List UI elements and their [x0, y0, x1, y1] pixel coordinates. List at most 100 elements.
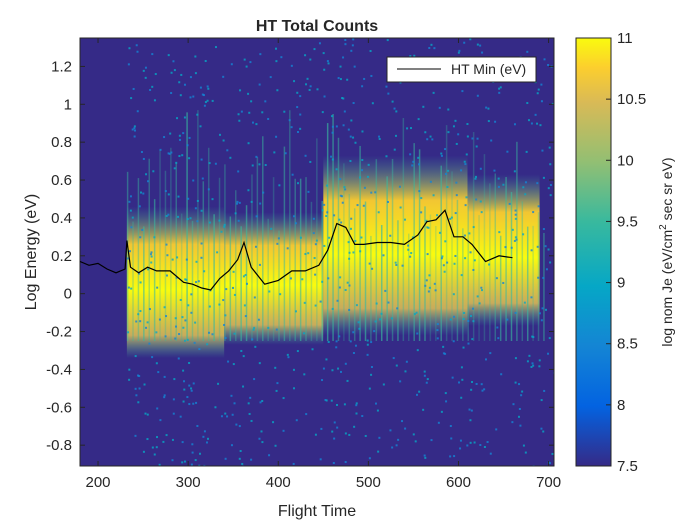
speckle — [348, 257, 351, 260]
speckle — [192, 95, 195, 98]
speckle — [451, 376, 454, 379]
speckle — [261, 111, 264, 114]
speckle — [230, 444, 233, 447]
speckle — [181, 461, 184, 464]
speckle — [418, 390, 421, 393]
speckle — [463, 311, 466, 314]
speckle — [452, 125, 455, 128]
colorbar-tick-label: 10 — [617, 152, 634, 169]
x-axis: 200 300 400 500 600 700 — [86, 38, 561, 491]
streak — [137, 178, 140, 342]
speckle — [328, 236, 331, 239]
speckle — [452, 293, 455, 296]
speckle — [323, 68, 326, 71]
speckle — [251, 164, 254, 167]
speckle — [336, 426, 339, 429]
speckle — [211, 333, 214, 336]
speckle — [538, 365, 541, 368]
speckle — [457, 51, 460, 54]
streak — [132, 221, 134, 342]
speckle — [542, 276, 545, 279]
speckle — [218, 303, 221, 306]
streak — [510, 192, 513, 342]
speckle — [361, 415, 364, 418]
speckle — [201, 177, 204, 180]
speckle — [171, 258, 174, 261]
speckle — [234, 212, 237, 215]
speckle — [478, 302, 481, 305]
speckle — [530, 296, 533, 299]
speckle — [338, 286, 341, 289]
speckle — [524, 181, 527, 184]
speckle — [254, 345, 257, 348]
speckle — [307, 190, 310, 193]
speckle — [479, 167, 482, 170]
colorbar-label-part-2: sec sr eV) — [659, 157, 675, 224]
speckle — [536, 182, 539, 185]
speckle — [327, 62, 330, 65]
speckle — [460, 274, 463, 277]
speckle — [140, 191, 143, 194]
speckle — [222, 299, 225, 302]
speckle — [417, 156, 420, 159]
speckle — [426, 138, 429, 141]
speckle — [320, 427, 323, 430]
speckle — [416, 332, 419, 335]
speckle — [314, 273, 317, 276]
speckle — [154, 73, 157, 76]
speckle — [238, 201, 241, 204]
speckle — [144, 412, 147, 415]
speckle — [497, 337, 500, 340]
speckle — [378, 436, 381, 439]
speckle — [374, 191, 377, 194]
speckle — [163, 375, 166, 378]
speckle — [189, 76, 192, 79]
speckle — [343, 403, 346, 406]
speckle — [308, 88, 311, 91]
speckle — [344, 432, 347, 435]
speckle — [296, 350, 299, 353]
speckle — [524, 451, 527, 454]
speckle — [534, 113, 537, 116]
speckle — [314, 304, 317, 307]
streak — [478, 215, 480, 342]
speckle — [410, 127, 413, 130]
speckle — [304, 54, 307, 57]
speckle — [496, 326, 499, 329]
speckle — [429, 180, 432, 183]
speckle — [464, 204, 467, 207]
speckle — [155, 362, 158, 365]
speckle — [472, 226, 475, 229]
speckle — [195, 281, 198, 284]
speckle — [465, 196, 468, 199]
speckle — [182, 132, 185, 135]
speckle — [179, 298, 182, 301]
speckle — [434, 289, 437, 292]
streak — [224, 164, 226, 342]
speckle — [173, 69, 176, 72]
speckle — [368, 457, 371, 460]
speckle — [374, 320, 377, 323]
speckle — [476, 43, 479, 46]
speckle — [291, 173, 294, 176]
y-tick-label: -0.6 — [46, 399, 72, 416]
speckle — [299, 127, 302, 130]
speckle — [368, 387, 371, 390]
speckle — [352, 136, 355, 139]
streak — [272, 177, 275, 342]
speckle — [371, 102, 374, 105]
streak — [251, 174, 253, 342]
speckle — [325, 399, 328, 402]
speckle — [190, 463, 193, 466]
speckle — [537, 276, 540, 279]
streak — [526, 226, 529, 342]
speckle — [459, 447, 462, 450]
speckle — [514, 357, 517, 360]
speckle — [321, 209, 324, 212]
speckle — [126, 257, 129, 260]
speckle — [322, 367, 325, 370]
speckle — [394, 261, 397, 264]
speckle — [407, 244, 410, 247]
speckle — [258, 163, 261, 166]
speckle — [386, 200, 389, 203]
